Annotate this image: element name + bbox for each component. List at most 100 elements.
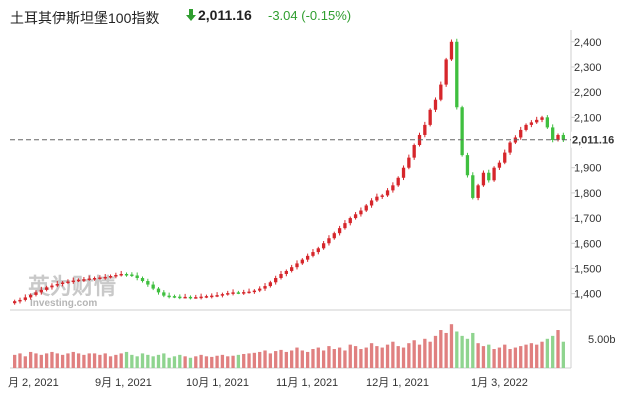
candle-body: [162, 292, 166, 296]
volume-bar: [28, 351, 33, 368]
candle-body: [188, 296, 193, 299]
candle-body: [284, 270, 288, 274]
volume-bar: [140, 353, 145, 368]
volume-bar: [305, 351, 310, 368]
candle-body: [247, 291, 251, 294]
volume-bar: [76, 353, 81, 368]
volume-bar: [226, 356, 230, 368]
volume-bar: [481, 346, 486, 368]
volume-bar: [545, 338, 550, 368]
candle-body: [194, 297, 198, 299]
volume-bar: [151, 356, 155, 368]
candle: [44, 285, 49, 292]
candle: [369, 198, 374, 208]
candle-body: [210, 295, 214, 298]
volume-bar: [44, 353, 49, 368]
candle-body: [369, 200, 374, 206]
candle: [540, 115, 544, 123]
candle: [162, 290, 166, 298]
candle: [140, 276, 145, 283]
volume-bar: [284, 351, 288, 368]
candle: [28, 293, 33, 300]
volume-bar: [39, 354, 43, 368]
y-tick-label: 2,200: [574, 87, 602, 99]
volume-bar: [103, 353, 107, 368]
volume-bar: [407, 343, 411, 368]
volume-bar: [476, 343, 480, 368]
candle: [321, 240, 326, 250]
volume-bar: [385, 344, 390, 368]
candle: [231, 289, 235, 296]
candle: [18, 297, 22, 304]
volume-bar: [210, 356, 214, 368]
volume-bar: [231, 355, 235, 368]
candle-body: [87, 278, 91, 281]
candle-body: [497, 162, 502, 168]
candle-body: [114, 274, 118, 277]
candle: [103, 273, 107, 280]
y-tick-label: 1,900: [574, 163, 602, 175]
candle-body: [471, 175, 475, 198]
candle-body: [60, 282, 65, 285]
volume-bar: [236, 354, 241, 368]
volume-bar: [220, 354, 225, 368]
candle-body: [503, 152, 507, 163]
candle-body: [561, 134, 565, 140]
volume-bar: [359, 349, 363, 368]
candle: [172, 294, 177, 299]
candle: [439, 81, 443, 102]
volume-bar: [423, 338, 427, 368]
candle-body: [140, 278, 145, 282]
candle-body: [18, 299, 22, 302]
candle: [130, 272, 134, 278]
volume-bar: [146, 354, 150, 368]
volume-bar: [55, 353, 59, 368]
candle: [375, 193, 379, 202]
volume-bar: [178, 354, 182, 368]
candle: [535, 116, 539, 124]
candle: [242, 289, 246, 295]
candle-body: [481, 172, 486, 186]
candle: [66, 279, 70, 285]
candle: [135, 272, 139, 281]
volume-bar: [268, 353, 273, 368]
candle: [556, 133, 560, 142]
volume-bar: [215, 355, 219, 368]
volume-axis-label: 5.00b: [588, 334, 616, 346]
candle-body: [380, 195, 384, 197]
candle-body: [311, 252, 315, 256]
candle: [311, 249, 315, 258]
candle-body: [359, 210, 363, 215]
volume-bar: [108, 356, 113, 368]
candle: [492, 166, 496, 182]
candle-body: [337, 228, 342, 234]
candle-body: [353, 214, 358, 219]
volume-bar: [551, 335, 555, 368]
volume-bar: [337, 347, 342, 368]
candle-body: [305, 255, 310, 260]
volume-bar: [23, 356, 27, 368]
candle: [460, 105, 464, 157]
candle: [428, 108, 432, 127]
candle: [87, 275, 91, 281]
candle: [268, 280, 273, 288]
candle-body: [433, 99, 438, 110]
volume-bar: [98, 354, 102, 368]
candle: [476, 183, 480, 201]
candle-body: [375, 196, 379, 201]
volume-bar: [130, 354, 134, 368]
candle-body: [172, 296, 177, 298]
candle: [423, 121, 427, 138]
candle: [353, 212, 358, 220]
candle: [284, 269, 288, 277]
y-tick-label: 1,800: [574, 188, 602, 200]
y-tick-label: 2,400: [574, 37, 602, 49]
candle: [412, 143, 416, 160]
candle: [156, 287, 161, 295]
candle-body: [124, 273, 129, 276]
volume-bar: [492, 349, 496, 368]
candle: [444, 57, 448, 87]
candle: [13, 299, 17, 305]
candle: [274, 275, 278, 285]
